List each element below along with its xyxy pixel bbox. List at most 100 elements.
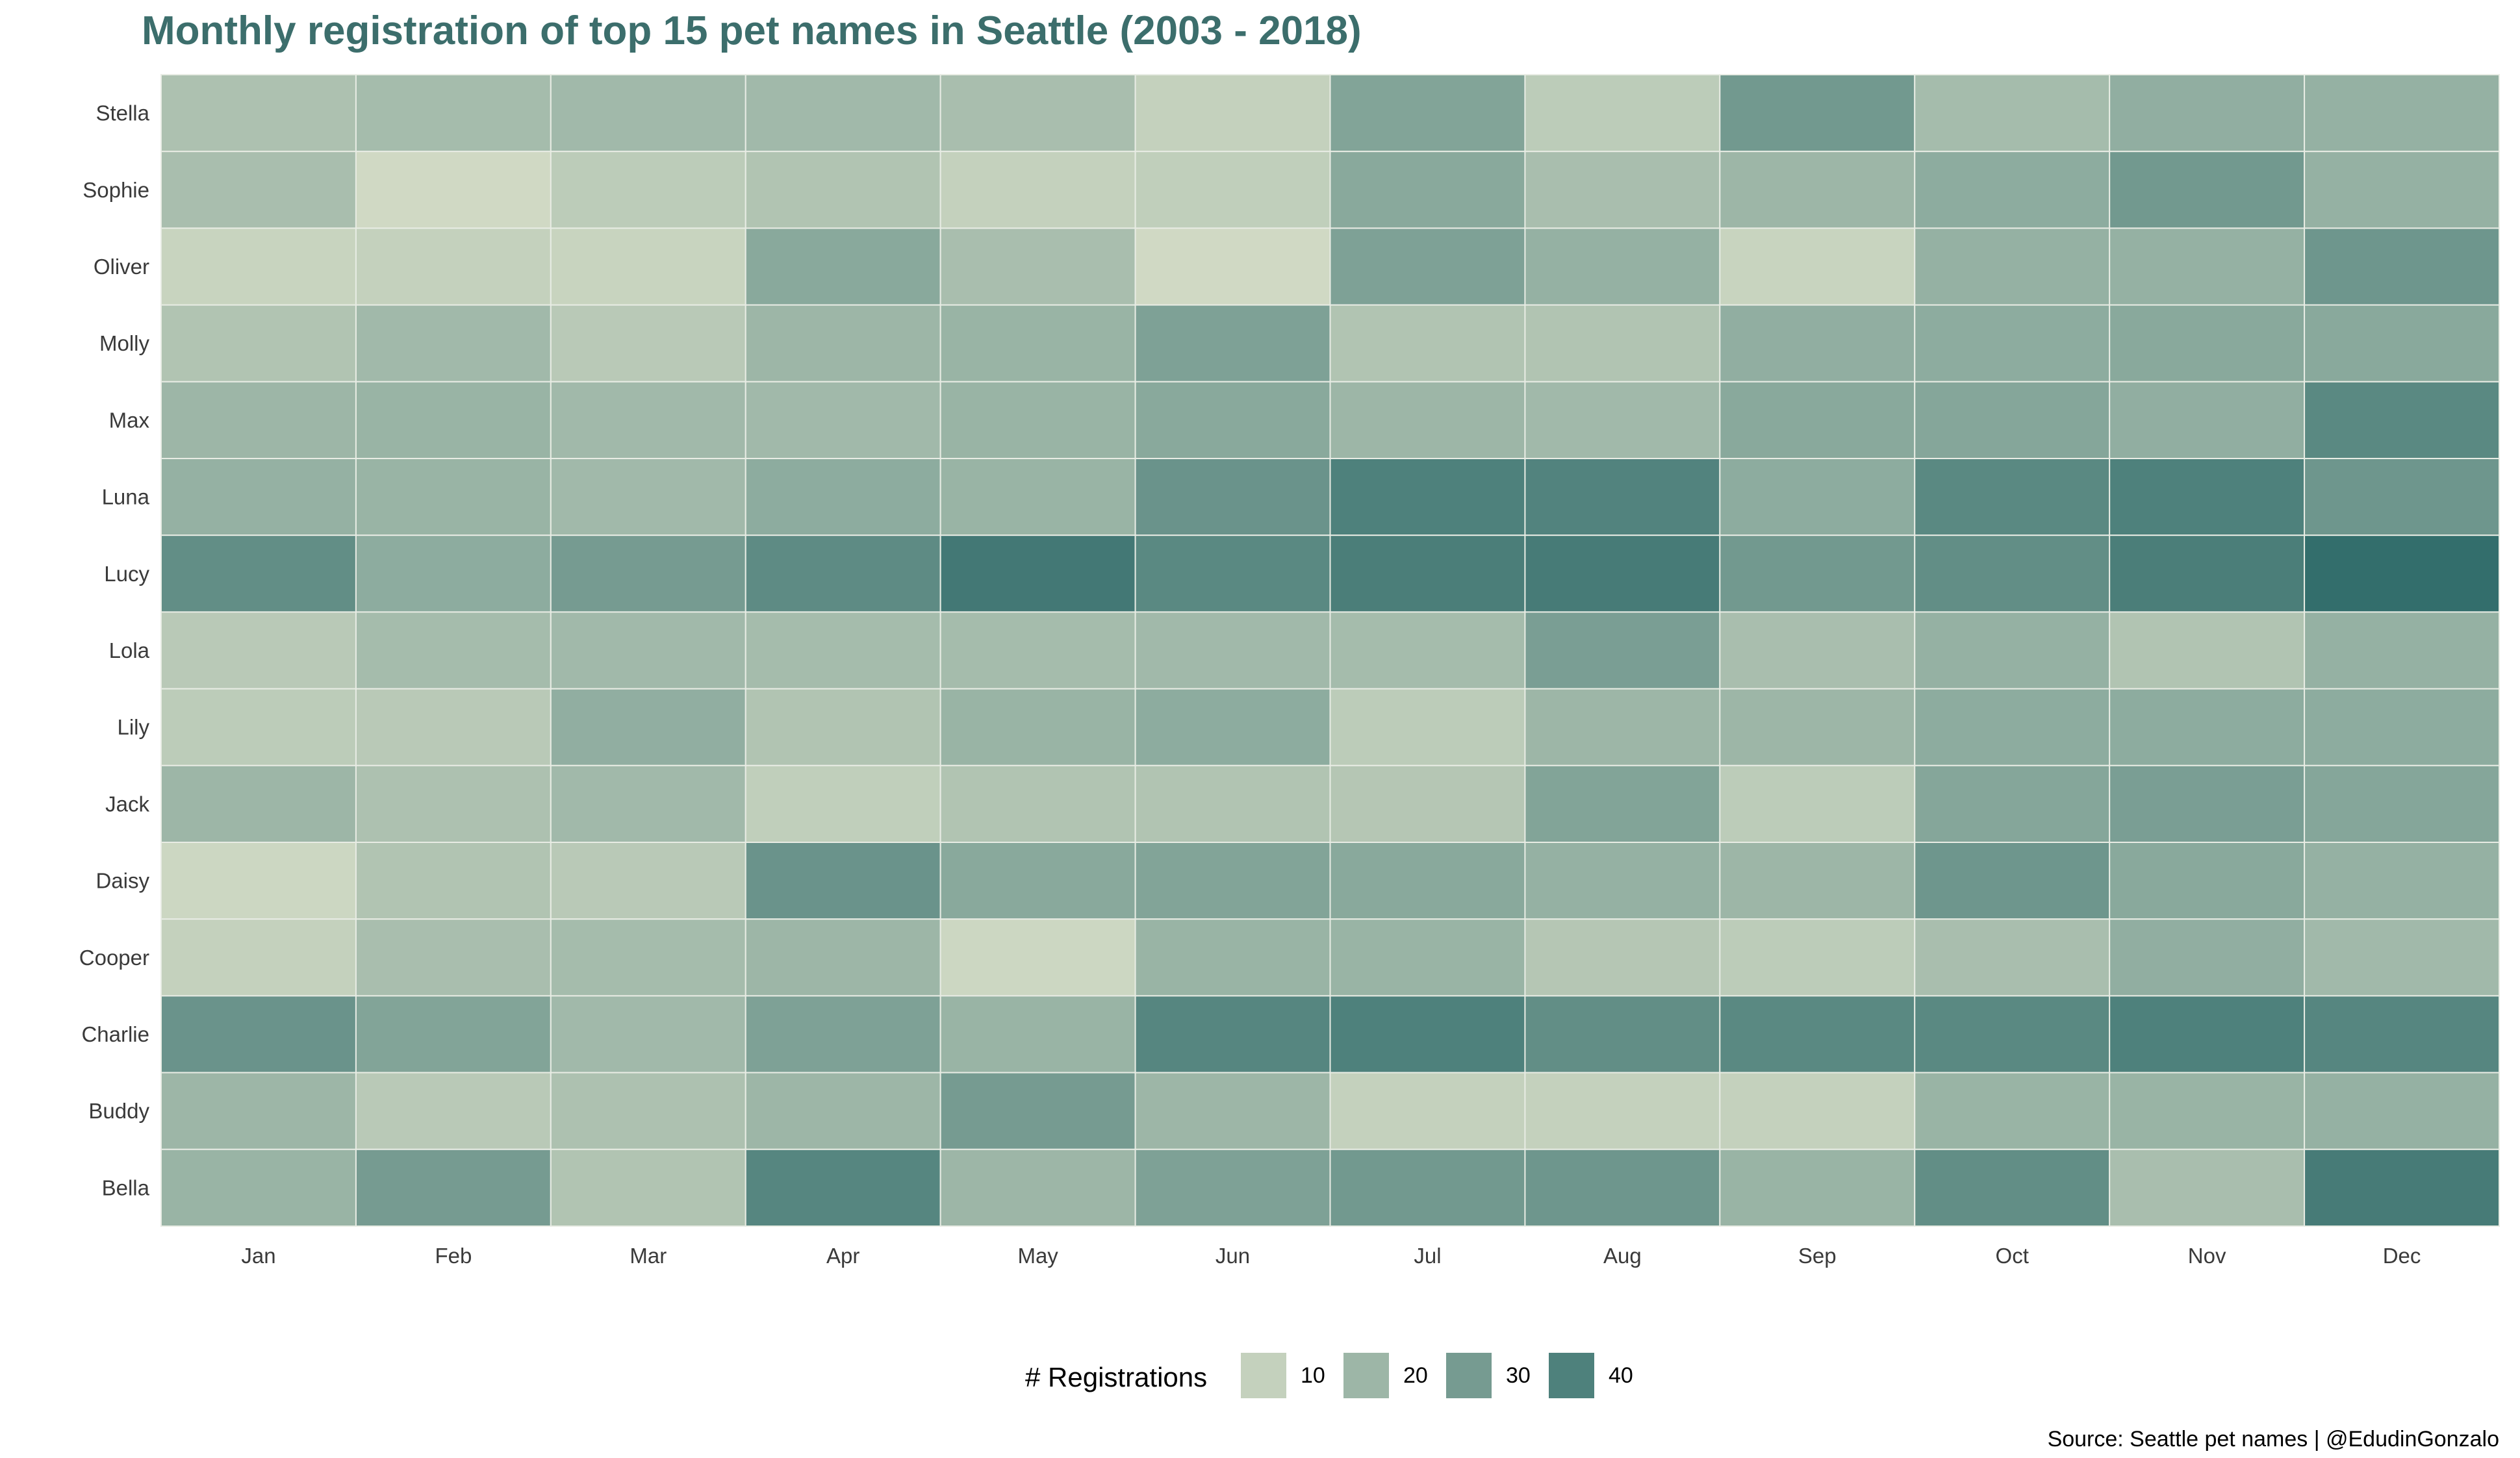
heatmap-cell-lucy-sep — [1719, 534, 1916, 613]
heatmap-cell-lucy-jul — [1329, 534, 1526, 613]
legend-swatch — [1549, 1353, 1594, 1398]
y-tick-label: Jack — [105, 792, 149, 816]
heatmap-cell-stella-jan — [160, 74, 357, 153]
heatmap-cell-jack-aug — [1524, 764, 1721, 844]
heatmap-cell-luna-jun — [1134, 458, 1331, 536]
heatmap-cells — [160, 74, 2500, 1227]
x-tick-label: Nov — [2188, 1244, 2226, 1268]
heatmap-cell-bella-aug — [1524, 1148, 1721, 1227]
heatmap-cell-cooper-feb — [355, 918, 552, 997]
heatmap-cell-daisy-feb — [355, 842, 552, 920]
heatmap-cell-cooper-nov — [2109, 918, 2306, 997]
heatmap-cell-cooper-may — [939, 918, 1136, 997]
x-tick-label: Mar — [630, 1244, 667, 1268]
heatmap-cell-sophie-oct — [1914, 151, 2111, 229]
heatmap-cell-oliver-aug — [1524, 227, 1721, 306]
heatmap-cell-max-oct — [1914, 381, 2111, 459]
heatmap-cell-max-sep — [1719, 381, 1916, 459]
heatmap-cell-molly-nov — [2109, 304, 2306, 383]
heatmap-cell-molly-oct — [1914, 304, 2111, 383]
legend-swatch — [1343, 1353, 1389, 1398]
heatmap-cell-charlie-mar — [550, 995, 746, 1074]
y-tick-label: Max — [109, 408, 150, 432]
heatmap-cell-buddy-oct — [1914, 1072, 2111, 1150]
heatmap-cell-molly-aug — [1524, 304, 1721, 383]
heatmap-cell-molly-dec — [2304, 304, 2500, 383]
heatmap-cell-buddy-aug — [1524, 1072, 1721, 1150]
heatmap-cell-molly-mar — [550, 304, 746, 383]
heatmap-cell-buddy-dec — [2304, 1072, 2500, 1150]
heatmap-cell-molly-jun — [1134, 304, 1331, 383]
heatmap-cell-max-may — [939, 381, 1136, 459]
heatmap-cell-buddy-jun — [1134, 1072, 1331, 1150]
heatmap-cell-lily-oct — [1914, 688, 2111, 766]
heatmap-cell-bella-mar — [550, 1148, 746, 1227]
heatmap-cell-molly-jan — [160, 304, 357, 383]
heatmap-cell-cooper-oct — [1914, 918, 2111, 997]
heatmap-cell-stella-apr — [745, 74, 941, 153]
heatmap-cell-daisy-jan — [160, 842, 357, 920]
heatmap-cell-stella-sep — [1719, 74, 1916, 153]
heatmap-cell-max-apr — [745, 381, 941, 459]
heatmap-cell-luna-sep — [1719, 458, 1916, 536]
heatmap-cell-lily-sep — [1719, 688, 1916, 766]
heatmap-cell-lola-mar — [550, 611, 746, 690]
heatmap-cell-lucy-mar — [550, 534, 746, 613]
heatmap-cell-cooper-aug — [1524, 918, 1721, 997]
x-tick-label: Sep — [1798, 1244, 1837, 1268]
heatmap-cell-lily-may — [939, 688, 1136, 766]
heatmap-cell-lola-jul — [1329, 611, 1526, 690]
heatmap-cell-lola-sep — [1719, 611, 1916, 690]
heatmap-cell-lola-apr — [745, 611, 941, 690]
x-tick-label: Jul — [1414, 1244, 1441, 1268]
heatmap-cell-stella-mar — [550, 74, 746, 153]
heatmap-cell-luna-mar — [550, 458, 746, 536]
heatmap-cell-lucy-aug — [1524, 534, 1721, 613]
heatmap-cell-luna-jan — [160, 458, 357, 536]
heatmap-cell-oliver-sep — [1719, 227, 1916, 306]
heatmap-cell-jack-oct — [1914, 764, 2111, 844]
heatmap-cell-daisy-nov — [2109, 842, 2306, 920]
heatmap-cell-stella-oct — [1914, 74, 2111, 153]
x-tick-label: Apr — [826, 1244, 859, 1268]
heatmap-cell-daisy-sep — [1719, 842, 1916, 920]
heatmap-cell-lily-mar — [550, 688, 746, 766]
heatmap-cell-bella-dec — [2304, 1148, 2500, 1227]
legend-label: 10 — [1301, 1363, 1325, 1388]
heatmap-cell-daisy-aug — [1524, 842, 1721, 920]
heatmap-cell-charlie-jul — [1329, 995, 1526, 1074]
heatmap-cell-lucy-jun — [1134, 534, 1331, 613]
heatmap-cell-charlie-dec — [2304, 995, 2500, 1074]
heatmap-cell-luna-dec — [2304, 458, 2500, 536]
heatmap-cell-max-mar — [550, 381, 746, 459]
heatmap-cell-jack-apr — [745, 764, 941, 844]
heatmap-cell-lily-nov — [2109, 688, 2306, 766]
heatmap-cell-oliver-feb — [355, 227, 552, 306]
heatmap-cell-cooper-sep — [1719, 918, 1916, 997]
heatmap-cell-oliver-jun — [1134, 227, 1331, 306]
heatmap-cell-charlie-aug — [1524, 995, 1721, 1074]
heatmap-cell-sophie-aug — [1524, 151, 1721, 229]
heatmap-cell-buddy-apr — [745, 1072, 941, 1150]
x-tick-label: Feb — [435, 1244, 472, 1268]
chart-caption: Source: Seattle pet names | @EdudinGonza… — [2048, 1427, 2499, 1452]
heatmap-cell-lola-may — [939, 611, 1136, 690]
heatmap-cell-charlie-jun — [1134, 995, 1331, 1074]
y-tick-label: Charlie — [81, 1022, 149, 1046]
y-tick-label: Luna — [102, 485, 150, 509]
heatmap-cell-lola-oct — [1914, 611, 2111, 690]
heatmap-cell-oliver-nov — [2109, 227, 2306, 306]
legend-label: 20 — [1403, 1363, 1428, 1388]
heatmap-cell-oliver-jan — [160, 227, 357, 306]
heatmap-cell-luna-may — [939, 458, 1136, 536]
heatmap-cell-daisy-oct — [1914, 842, 2111, 920]
heatmap-cell-molly-sep — [1719, 304, 1916, 383]
heatmap-cell-lucy-oct — [1914, 534, 2111, 613]
heatmap-cell-cooper-mar — [550, 918, 746, 997]
heatmap-cell-lucy-nov — [2109, 534, 2306, 613]
legend-swatch — [1241, 1353, 1286, 1398]
heatmap-cell-sophie-nov — [2109, 151, 2306, 229]
heatmap-cell-daisy-mar — [550, 842, 746, 920]
heatmap-cell-stella-dec — [2304, 74, 2500, 153]
